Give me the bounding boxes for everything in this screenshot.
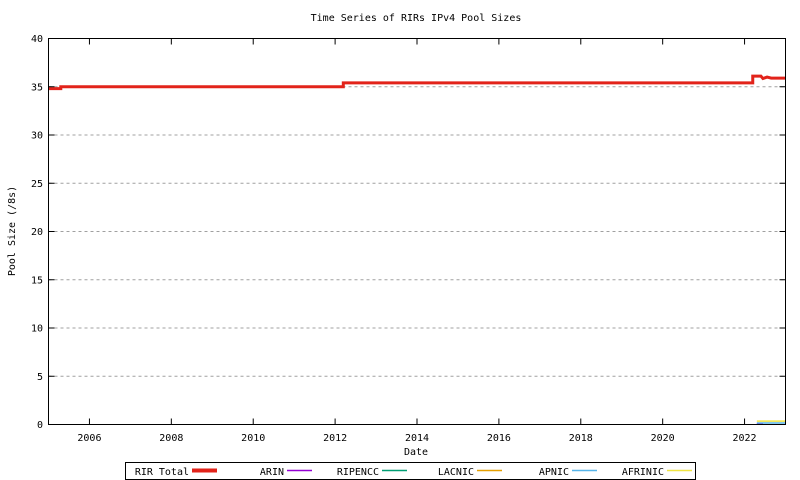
- legend-label-apnic: APNIC: [539, 467, 569, 478]
- x-tick-label: 2020: [651, 433, 675, 444]
- axis-tick-labels: 2006 2008 2010 2012 2014 2016 2018 2020 2022 0 5 10…: [31, 34, 757, 444]
- y-tick-label: 35: [31, 82, 43, 93]
- legend-label-afrinic: AFRINIC: [622, 467, 664, 478]
- chart-title: Time Series of RIRs IPv4 Pool Sizes: [311, 13, 522, 24]
- series-line-rir-total: [48, 74, 786, 91]
- data-series: [48, 74, 786, 425]
- legend: RIR Total ARIN RIPENCC LACNIC APNIC AFRINIC: [125, 462, 696, 480]
- x-tick-label: 2010: [241, 433, 265, 444]
- legend-label-rir-total: RIR Total: [135, 467, 189, 478]
- y-tick-label: 40: [31, 34, 43, 45]
- y-axis-label: Pool Size (/8s): [7, 186, 18, 276]
- x-tick-label: 2012: [323, 433, 347, 444]
- x-tick-label: 2006: [77, 433, 101, 444]
- y-tick-label: 15: [31, 275, 43, 286]
- y-tick-label: 5: [37, 372, 43, 383]
- y-tick-label: 30: [31, 131, 43, 142]
- legend-label-lacnic: LACNIC: [438, 467, 474, 478]
- axis-ticks: [48, 38, 786, 425]
- y-tick-label: 25: [31, 179, 43, 190]
- x-tick-label: 2008: [159, 433, 183, 444]
- x-tick-label: 2022: [733, 433, 757, 444]
- y-tick-label: 10: [31, 324, 43, 335]
- legend-label-ripencc: RIPENCC: [337, 467, 379, 478]
- x-axis-label: Date: [404, 447, 428, 458]
- y-tick-label: 20: [31, 227, 43, 238]
- x-tick-label: 2018: [569, 433, 593, 444]
- gridlines: [48, 86, 786, 377]
- x-tick-label: 2016: [487, 433, 511, 444]
- x-tick-label: 2014: [405, 433, 429, 444]
- y-tick-label: 0: [37, 420, 43, 431]
- legend-label-arin: ARIN: [260, 467, 284, 478]
